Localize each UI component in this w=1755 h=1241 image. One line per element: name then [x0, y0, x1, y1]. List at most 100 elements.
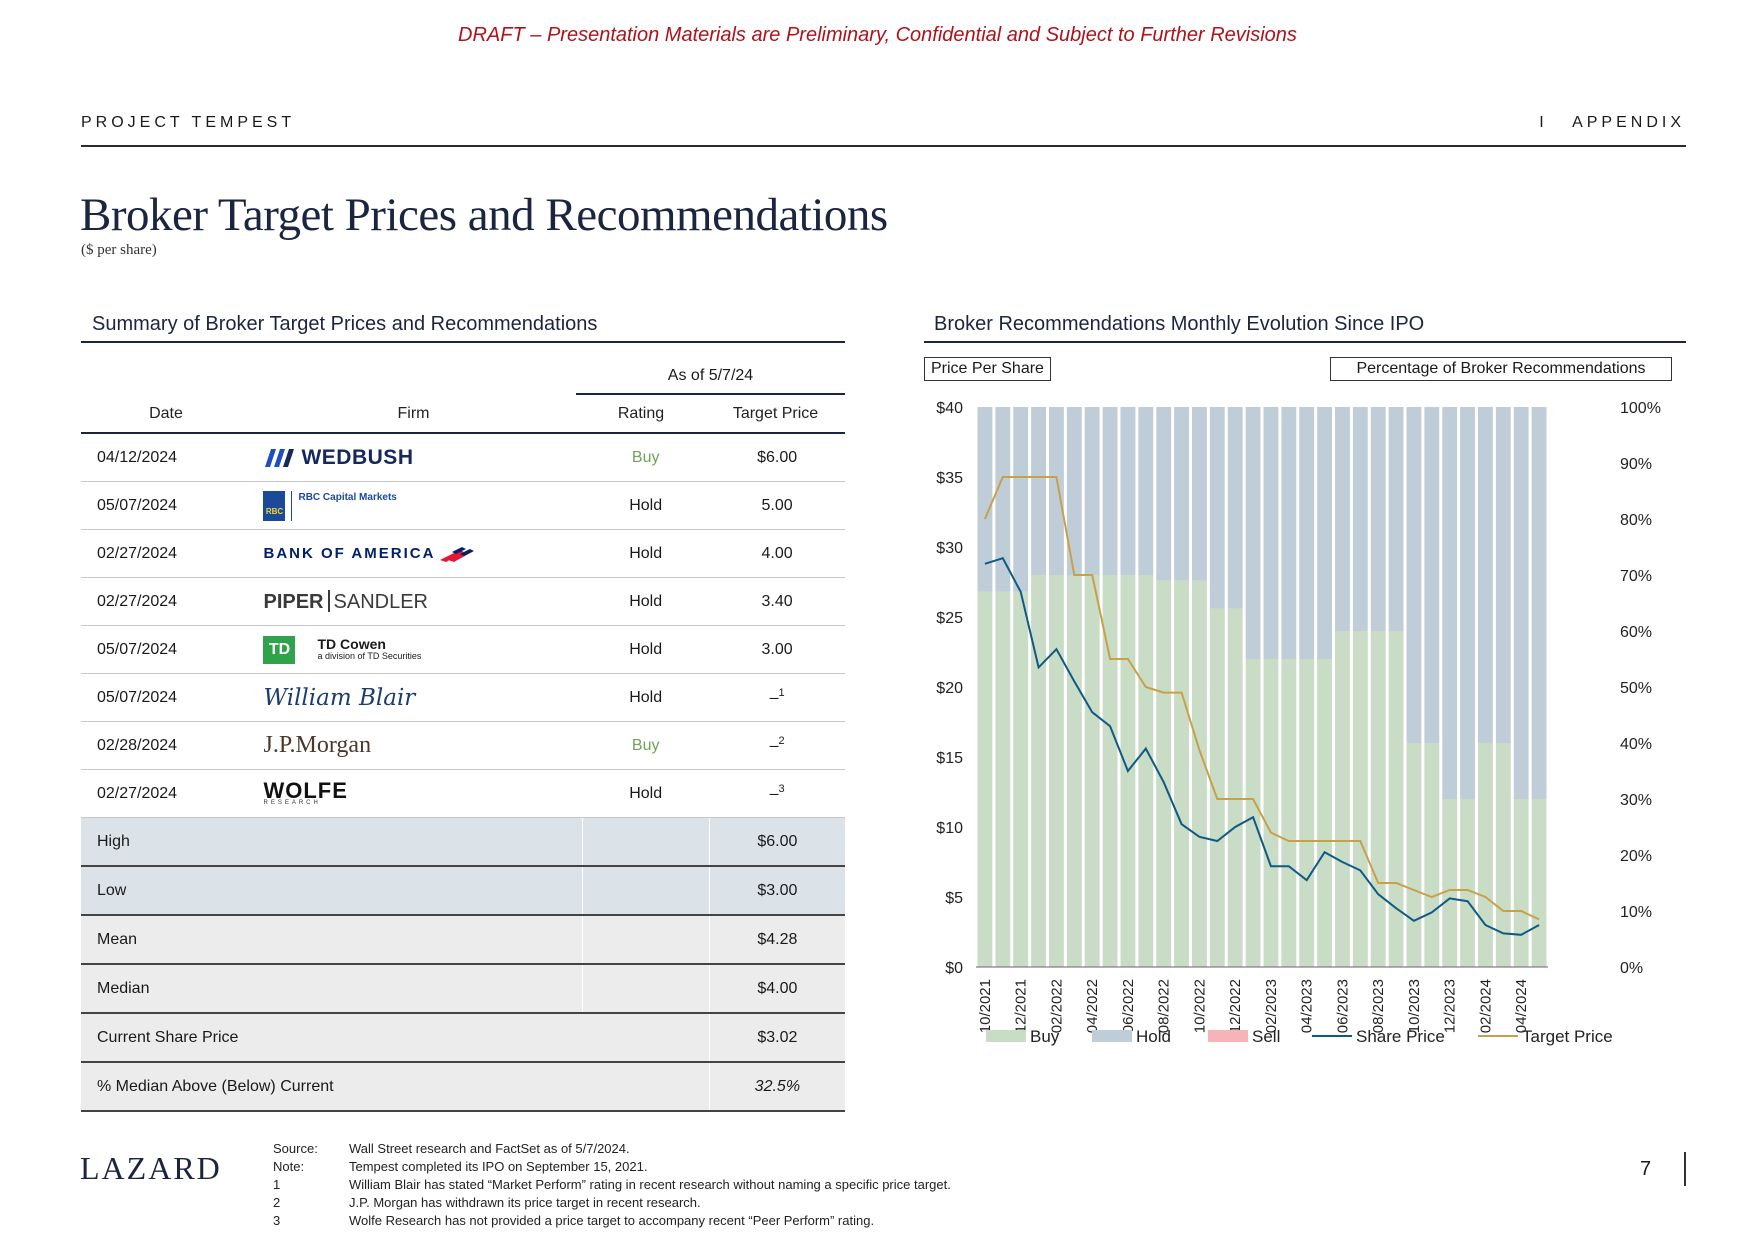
bar-buy [1352, 631, 1368, 967]
footnote-ref: 3 [778, 783, 785, 796]
y-left-tick-label: $25 [936, 610, 963, 627]
recommendation-chart: $0 $5 $10 $15 $20 $25 $30 $35 $40 0% 10% 20% 30% 40% 5… [936, 400, 1661, 1046]
row-target: $6.00 [709, 434, 845, 482]
as-of-label: As of 5/7/24 [667, 367, 754, 384]
draft-banner: DRAFT – Presentation Materials are Preli… [458, 24, 1297, 46]
x-tick-label: 02/2024 [1477, 979, 1494, 1033]
summary-spacer [582, 915, 710, 965]
bar-hold [1192, 407, 1207, 581]
bar-buy [1192, 580, 1207, 967]
row-target: 3.40 [709, 577, 845, 626]
wolfe-subtext: RESEARCH [263, 799, 321, 806]
bar-hold [1352, 407, 1368, 631]
target-price-line [983, 476, 1540, 921]
summary-spacer [582, 1013, 710, 1063]
legend-label: Sell [1252, 1027, 1280, 1046]
x-tick-label: 06/2022 [1120, 979, 1137, 1033]
summary-value: $3.00 [709, 866, 845, 916]
bar-hold [1406, 407, 1422, 743]
summary-label: Low [81, 866, 264, 916]
bar-buy [1460, 799, 1475, 967]
bar-hold [1495, 407, 1511, 743]
firm-logo-wedbush: WEDBUSH [263, 434, 583, 482]
bar-hold [1513, 407, 1529, 799]
legend-label: Target Price [1522, 1027, 1613, 1046]
wedbush-wordmark: WEDBUSH [301, 445, 414, 469]
row-date: 02/27/2024 [81, 769, 264, 818]
td-badge-icon: TD [263, 635, 296, 664]
row-date: 02/28/2024 [81, 721, 264, 770]
right-axis-box: Percentage of Broker Recommendations [1330, 357, 1672, 381]
summary-row-mean: Mean $4.28 [81, 915, 845, 965]
col-header-target: Target Price [732, 405, 819, 422]
summary-value: $6.00 [709, 817, 845, 867]
x-tick-label: 04/2022 [1084, 979, 1101, 1033]
row-rating: Hold [582, 577, 710, 626]
bar-hold [977, 407, 993, 592]
broker-table: 04/12/2024 WEDBUSH Buy $6.00 05/07/2024 … [81, 434, 845, 1112]
bar-buy [1102, 575, 1118, 967]
bar-hold [1102, 407, 1118, 575]
x-tick-label: 12/2021 [1013, 979, 1030, 1033]
legend-swatch-buy [986, 1030, 1026, 1042]
td-cowen-subtext: a division of TD Securities [317, 650, 422, 661]
page-number-rule [1684, 1152, 1686, 1186]
x-tick-label: 10/2022 [1191, 979, 1208, 1033]
y-right-tick-label: 40% [1620, 736, 1652, 753]
share-price-line [984, 556, 1540, 936]
y-left-tick-label: $10 [936, 820, 963, 837]
rbc-divider [291, 490, 293, 521]
row-target: –3 [709, 769, 845, 818]
table-row: 04/12/2024 WEDBUSH Buy $6.00 [81, 434, 845, 482]
summary-row-current-price: Current Share Price $3.02 [81, 1013, 845, 1063]
bar-buy [1174, 580, 1189, 967]
bar-buy [1209, 608, 1225, 967]
bar-hold [1245, 407, 1261, 659]
bar-buy [1531, 799, 1547, 967]
col-header-rule [81, 432, 845, 434]
summary-label: Mean [81, 915, 264, 965]
row-rating: Buy [582, 434, 710, 482]
right-section-title: Broker Recommendations Monthly Evolution… [934, 313, 1425, 335]
summary-value: $4.00 [709, 964, 845, 1014]
firm-logo-william-blair: William Blair [263, 673, 583, 722]
bar-hold [1209, 407, 1225, 609]
bar-hold [1460, 407, 1475, 799]
x-tick-label: 12/2022 [1227, 979, 1244, 1033]
footnote-ref: 2 [778, 735, 785, 748]
summary-spacer [263, 964, 583, 1014]
legend-label: Buy [1030, 1027, 1060, 1046]
summary-spacer [263, 817, 583, 867]
legend-swatch-sell [1208, 1030, 1248, 1042]
header-rule [81, 145, 1686, 147]
bar-buy [1335, 631, 1350, 967]
legend-label: Hold [1136, 1027, 1171, 1046]
row-rating: Hold [582, 529, 710, 578]
row-date: 02/27/2024 [81, 577, 264, 626]
table-row: 02/27/2024 BANK OF AMERICA Hold 4.00 [81, 529, 845, 578]
x-tick-label: 10/2023 [1406, 979, 1423, 1033]
row-target: 4.00 [709, 529, 845, 578]
x-tick-label: 02/2022 [1048, 979, 1065, 1033]
bar-buy [1513, 799, 1529, 967]
footnote-note: Note: Tempest completed its IPO on Septem… [273, 1159, 648, 1174]
y-right-tick-label: 30% [1620, 792, 1652, 809]
footnotes: Source: Wall Street research and FactSet … [273, 1140, 951, 1230]
jpmorgan-wordmark: J.P.Morgan [263, 732, 372, 758]
x-tick-label: 08/2023 [1370, 979, 1387, 1033]
y-left-tick-label: $0 [945, 960, 963, 977]
bar-hold [1227, 407, 1243, 609]
y-right-tick-label: 80% [1620, 512, 1652, 529]
target-dash: – [769, 737, 779, 755]
summary-value: $3.02 [709, 1013, 845, 1063]
firm-logo-jpmorgan: J.P.Morgan [263, 721, 583, 770]
row-date: 02/27/2024 [81, 529, 264, 578]
wolfe-wordmark: WOLFE [263, 777, 348, 803]
summary-label: Current Share Price [81, 1013, 583, 1063]
footnote-3: 3 Wolfe Research has not provided a price… [273, 1213, 875, 1228]
col-header-rating: Rating [617, 405, 665, 422]
col-header-firm: Firm [397, 405, 430, 422]
summary-spacer [582, 866, 710, 916]
bar-hold [995, 407, 1011, 592]
x-tick-label: 10/2021 [977, 979, 994, 1033]
